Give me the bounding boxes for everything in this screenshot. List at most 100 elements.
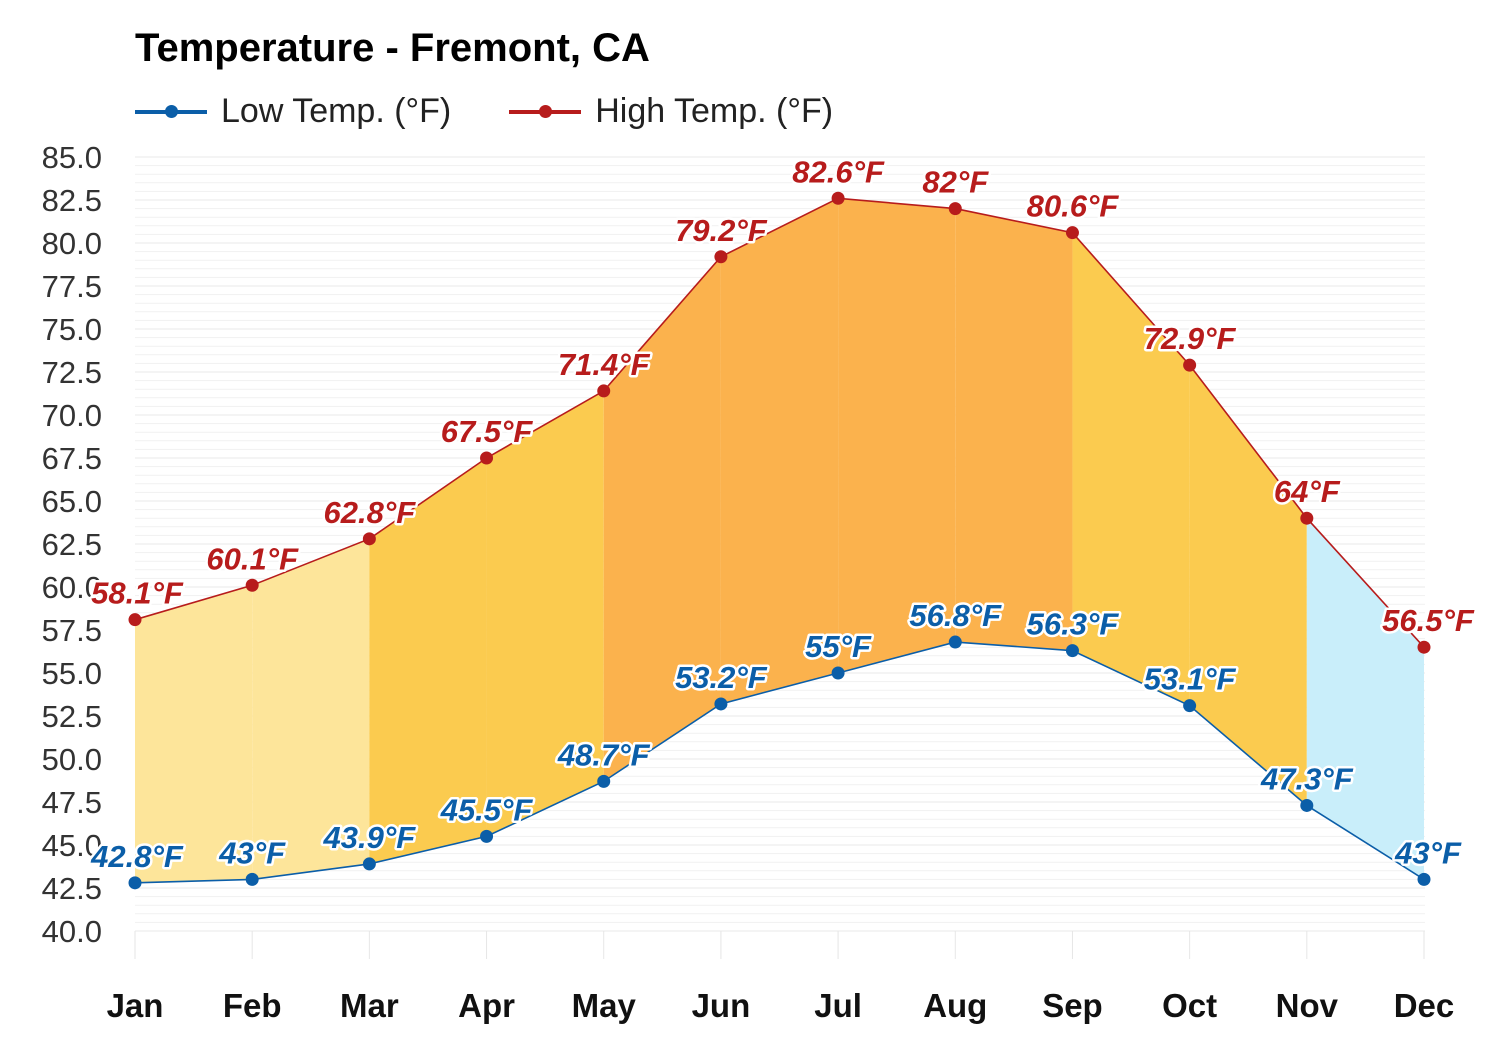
low-point	[714, 697, 728, 711]
high-data-label: 82°F	[922, 165, 989, 200]
y-tick-label: 75.0	[42, 312, 102, 347]
x-tick-label: Dec	[1394, 987, 1455, 1024]
x-tick-label: Aug	[923, 987, 987, 1024]
y-tick-label: 85.0	[42, 140, 102, 175]
high-data-label: 82.6°F	[792, 154, 885, 189]
low-point	[1065, 644, 1079, 658]
x-tick-label: Feb	[223, 987, 282, 1024]
legend-low-label: Low Temp. (°F)	[221, 92, 452, 130]
high-point	[1065, 226, 1079, 240]
high-data-label: 64°F	[1274, 474, 1341, 509]
y-tick-label: 50.0	[42, 742, 102, 777]
low-point	[1417, 872, 1431, 886]
high-data-label: 58.1°F	[91, 576, 184, 611]
low-series-line	[134, 641, 1425, 884]
low-data-label: 56.3°F	[1027, 607, 1120, 642]
high-point	[362, 532, 376, 546]
high-data-label: 60.1°F	[206, 541, 299, 576]
legend-item-low[interactable]: Low Temp. (°F)	[135, 92, 451, 131]
y-tick-label: 47.5	[42, 785, 102, 820]
x-tick-label: Jun	[692, 987, 751, 1024]
high-point	[128, 613, 142, 627]
high-data-label: 80.6°F	[1027, 189, 1120, 224]
low-point	[1300, 798, 1314, 812]
x-tick-label: Oct	[1162, 987, 1217, 1024]
low-data-label: 48.7°F	[557, 737, 651, 772]
high-point	[1183, 358, 1197, 372]
band-segment	[838, 198, 956, 673]
band-segment	[369, 458, 487, 864]
high-data-label: 72.9°F	[1144, 321, 1237, 356]
high-point	[1300, 511, 1314, 525]
low-data-label: 43°F	[1394, 835, 1462, 870]
y-tick-label: 65.0	[42, 484, 102, 519]
high-data-label: 56.5°F	[1382, 603, 1475, 638]
y-tick-label: 60.0	[42, 570, 102, 605]
band-segment	[135, 585, 253, 883]
temperature-bands	[135, 198, 1424, 883]
x-tick-label: Jul	[814, 987, 862, 1024]
high-data-label: 79.2°F	[675, 213, 768, 248]
y-tick-label: 67.5	[42, 441, 102, 476]
high-data-label: 71.4°F	[558, 347, 651, 382]
low-point	[128, 876, 142, 890]
y-tick-label: 57.5	[42, 613, 102, 648]
chart-title: Temperature - Fremont, CA	[135, 26, 650, 70]
high-data-label: 62.8°F	[324, 495, 417, 530]
low-data-label: 43.9°F	[323, 820, 417, 855]
y-tick-label: 52.5	[42, 699, 102, 734]
low-point	[948, 635, 962, 649]
legend-item-high[interactable]: High Temp. (°F)	[509, 92, 833, 131]
low-data-label: 42.8°F	[90, 839, 184, 874]
y-tick-label: 45.0	[42, 828, 102, 863]
band-segment	[1306, 518, 1424, 880]
band-segment	[603, 256, 721, 782]
y-tick-label: 70.0	[42, 398, 102, 433]
x-tick-label: Mar	[340, 987, 399, 1024]
y-tick-label: 72.5	[42, 355, 102, 390]
high-point	[714, 250, 728, 264]
high-data-label: 67.5°F	[441, 414, 534, 449]
y-tick-label: 55.0	[42, 656, 102, 691]
band-segment	[1189, 365, 1307, 806]
x-tick-label: May	[572, 987, 637, 1024]
band-segment	[252, 538, 370, 880]
high-point	[245, 578, 259, 592]
low-data-label: 56.8°F	[909, 598, 1002, 633]
band-segment	[955, 208, 1073, 651]
y-tick-label: 62.5	[42, 527, 102, 562]
low-data-label: 53.2°F	[675, 660, 768, 695]
low-point	[480, 829, 494, 843]
x-tick-label: Apr	[458, 987, 515, 1024]
high-point	[948, 202, 962, 216]
band-segment	[720, 198, 839, 704]
high-point	[597, 384, 611, 398]
legend-high-label: High Temp. (°F)	[595, 92, 834, 130]
low-point	[597, 774, 611, 788]
low-point	[831, 666, 845, 680]
low-data-label: 43°F	[218, 835, 286, 870]
low-data-label: 47.3°F	[1260, 761, 1354, 796]
high-series-swatch-icon	[509, 104, 582, 118]
low-data-label: 55°F	[805, 629, 872, 664]
low-point	[245, 872, 259, 886]
legend: Low Temp. (°F) High Temp. (°F)	[135, 92, 833, 131]
high-point	[831, 191, 845, 205]
x-tick-label: Nov	[1276, 987, 1339, 1024]
y-tick-label: 40.0	[42, 914, 102, 949]
low-point	[1183, 699, 1197, 713]
low-data-label: 45.5°F	[440, 792, 534, 827]
low-series-swatch-icon	[135, 104, 207, 118]
high-series-line	[134, 197, 1425, 648]
y-tick-label: 42.5	[42, 871, 102, 906]
x-tick-label: Jan	[107, 987, 164, 1024]
y-tick-label: 82.5	[42, 183, 102, 218]
x-tick-label: Sep	[1042, 987, 1103, 1024]
high-point	[480, 451, 494, 465]
band-segment	[1072, 232, 1190, 706]
high-point	[1417, 640, 1431, 654]
x-axis: Jan Feb Mar Apr May Jun Jul Aug Sep Oct Nov Dec	[107, 931, 1455, 1024]
y-tick-label: 80.0	[42, 226, 102, 261]
y-tick-label: 77.5	[42, 269, 102, 304]
